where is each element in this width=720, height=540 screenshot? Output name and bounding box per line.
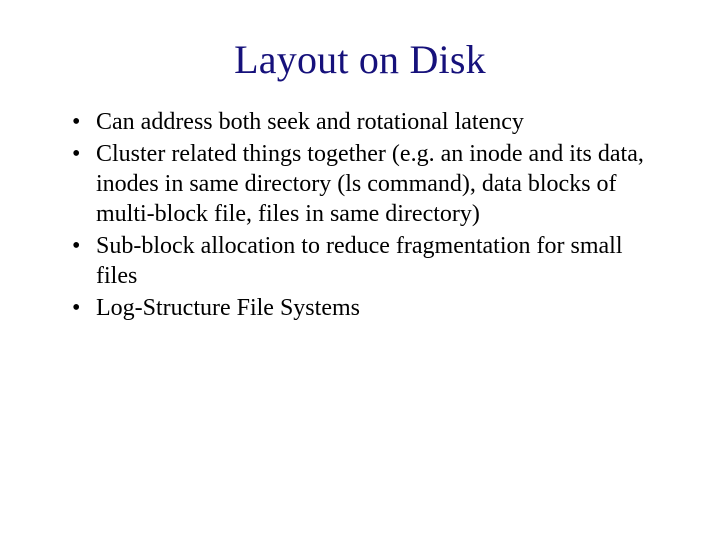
list-item: Cluster related things together (e.g. an…: [68, 139, 660, 229]
bullet-list: Can address both seek and rotational lat…: [68, 107, 660, 323]
bullet-text: Cluster related things together (e.g. an…: [96, 141, 644, 227]
slide-title: Layout on Disk: [0, 0, 720, 107]
list-item: Sub-block allocation to reduce fragmenta…: [68, 231, 660, 291]
list-item: Log-Structure File Systems: [68, 293, 660, 323]
bullet-text: Log-Structure File Systems: [96, 295, 360, 321]
bullet-text: Can address both seek and rotational lat…: [96, 109, 524, 135]
slide: Layout on Disk Can address both seek and…: [0, 0, 720, 540]
list-item: Can address both seek and rotational lat…: [68, 107, 660, 137]
bullet-text: Sub-block allocation to reduce fragmenta…: [96, 233, 623, 289]
slide-body: Can address both seek and rotational lat…: [0, 107, 720, 323]
